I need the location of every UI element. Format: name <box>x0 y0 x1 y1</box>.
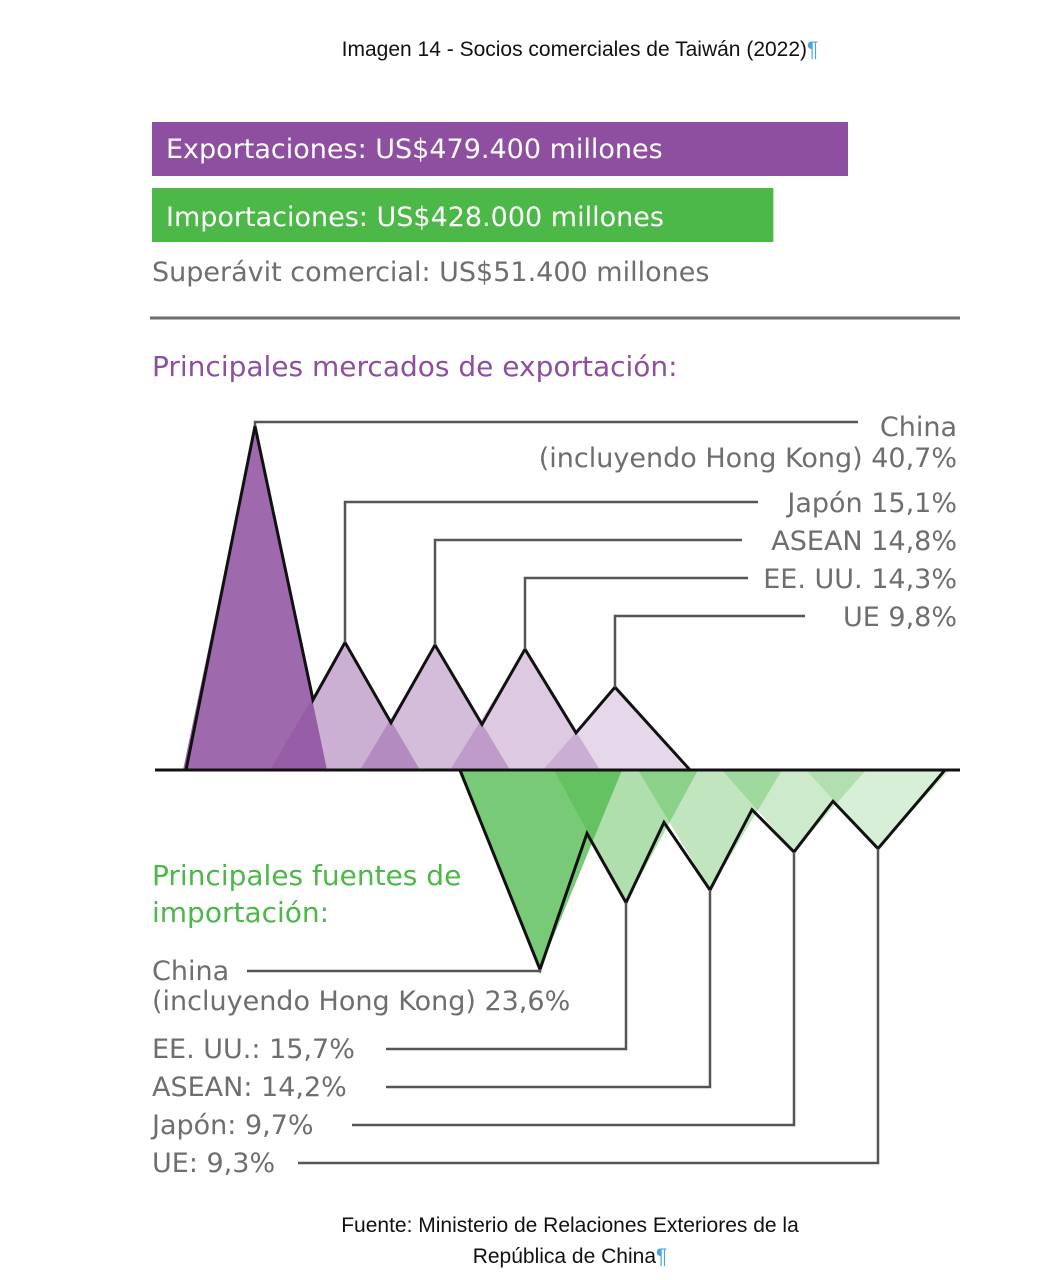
export-label-china-line1: China <box>880 412 957 443</box>
import-label-1: EE. UU.: 15,7% <box>152 1034 355 1065</box>
export-leader-2 <box>433 538 742 645</box>
import-leader-2 <box>386 889 712 1089</box>
export-leader-4 <box>613 614 805 688</box>
export-outline-line <box>155 425 692 772</box>
leader-lines <box>247 420 880 1165</box>
export-leader-1 <box>343 500 758 643</box>
source-note: Fuente: Ministerio de Relaciones Exterio… <box>290 1210 850 1272</box>
imports-section-title-line1: Principales fuentes de <box>152 859 461 892</box>
partner-labels: China(incluyendo Hong Kong) 40,7%Japón 1… <box>150 412 957 1179</box>
import-label-china-line2: (incluyendo Hong Kong) 23,6% <box>152 986 570 1017</box>
import-leader-3 <box>352 851 796 1127</box>
export-leader-3 <box>523 576 748 650</box>
exports-section-title: Principales mercados de exportación: <box>152 350 678 383</box>
import-leader-1 <box>386 902 628 1051</box>
export-label-3: EE. UU. 14,3% <box>763 564 957 595</box>
imports-total-label: Importaciones: US$428.000 millones <box>166 202 664 233</box>
import-outline <box>458 768 960 974</box>
imports-total-bar <box>152 188 774 242</box>
import-outline-line <box>458 768 960 974</box>
export-label-china-line2: (incluyendo Hong Kong) 40,7% <box>539 443 957 474</box>
surplus-label: Superávit comercial: US$51.400 millones <box>152 257 709 288</box>
export-peak-2 <box>360 644 510 770</box>
import-valley-0 <box>458 770 622 970</box>
export-peak-4 <box>543 687 687 770</box>
imports-section-title-line2: importación: <box>152 896 329 929</box>
import-leader-0 <box>247 969 542 973</box>
export-peak-3 <box>450 649 600 770</box>
import-valley-4 <box>806 770 950 849</box>
export-label-4: UE 9,8% <box>843 602 957 633</box>
exports-total-label: Exportaciones: US$479.400 millones <box>166 134 663 165</box>
export-outline <box>155 425 692 772</box>
import-valley-1 <box>554 770 698 903</box>
export-label-1: Japón 15,1% <box>785 488 957 519</box>
exports-total-bar <box>152 122 848 176</box>
import-valley-2 <box>638 770 782 890</box>
trade-partners-chart: Exportaciones: US$479.400 millones Impor… <box>150 122 960 1179</box>
import-label-china-line1: China <box>152 956 229 987</box>
import-peaks <box>458 770 950 970</box>
export-peaks <box>183 426 687 770</box>
export-label-2: ASEAN 14,8% <box>771 526 957 557</box>
source-line-1: Fuente: Ministerio de Relaciones Exterio… <box>341 1214 799 1237</box>
pilcrow-mark: ¶ <box>807 38 819 61</box>
import-valley-3 <box>722 770 866 852</box>
import-label-3: Japón: 9,7% <box>150 1110 314 1141</box>
figure-title-text: Imagen 14 - Socios comerciales de Taiwán… <box>341 38 808 61</box>
export-peak-1 <box>270 642 420 770</box>
import-label-2: ASEAN: 14,2% <box>152 1072 347 1103</box>
import-label-4: UE: 9,3% <box>152 1148 275 1179</box>
figure-title: Imagen 14 - Socios comerciales de Taiwán… <box>150 38 1010 62</box>
source-line-2: República de China <box>472 1245 656 1268</box>
import-leader-4 <box>298 848 880 1165</box>
export-peak-0 <box>183 426 327 770</box>
export-leader-0 <box>253 420 858 427</box>
pilcrow-mark: ¶ <box>656 1245 668 1268</box>
